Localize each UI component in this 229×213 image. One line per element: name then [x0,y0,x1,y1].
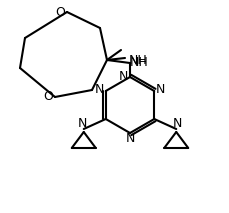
Text: N: N [155,83,164,96]
Text: O: O [55,6,65,19]
Text: N: N [95,83,104,96]
Text: N: N [78,118,87,131]
Text: N: N [125,132,134,145]
Text: NH: NH [128,55,147,68]
Text: O: O [43,91,53,104]
Text: N: N [172,118,181,131]
Text: NH: NH [129,56,148,69]
Text: N: N [118,69,127,82]
